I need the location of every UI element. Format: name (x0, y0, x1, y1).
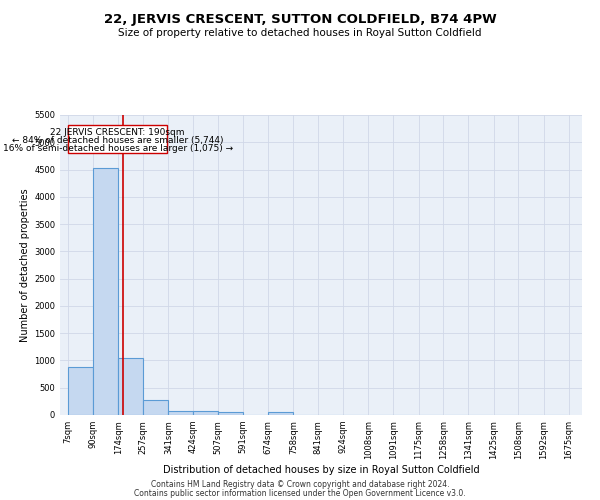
Bar (93, 168, 118, 415)
Text: 22 JERVIS CRESCENT: 190sqm: 22 JERVIS CRESCENT: 190sqm (50, 128, 185, 138)
Text: Contains HM Land Registry data © Crown copyright and database right 2024.: Contains HM Land Registry data © Crown c… (151, 480, 449, 489)
Bar (193, 410, 218, 415)
X-axis label: Distribution of detached houses by size in Royal Sutton Coldfield: Distribution of detached houses by size … (163, 464, 479, 474)
Text: Size of property relative to detached houses in Royal Sutton Coldfield: Size of property relative to detached ho… (118, 28, 482, 38)
Text: 16% of semi-detached houses are larger (1,075) →: 16% of semi-detached houses are larger (… (2, 144, 233, 152)
Bar (169, 410, 193, 415)
Bar (118, 358, 143, 415)
Bar (218, 412, 243, 415)
Text: 22, JERVIS CRESCENT, SUTTON COLDFIELD, B74 4PW: 22, JERVIS CRESCENT, SUTTON COLDFIELD, B… (104, 12, 496, 26)
Bar (268, 412, 293, 415)
Bar (143, 400, 168, 415)
Y-axis label: Number of detached properties: Number of detached properties (20, 188, 30, 342)
Text: ← 84% of detached houses are smaller (5,744): ← 84% of detached houses are smaller (5,… (12, 136, 223, 145)
Bar (68, 367, 93, 415)
Text: Contains public sector information licensed under the Open Government Licence v3: Contains public sector information licen… (134, 489, 466, 498)
FancyBboxPatch shape (68, 125, 167, 153)
